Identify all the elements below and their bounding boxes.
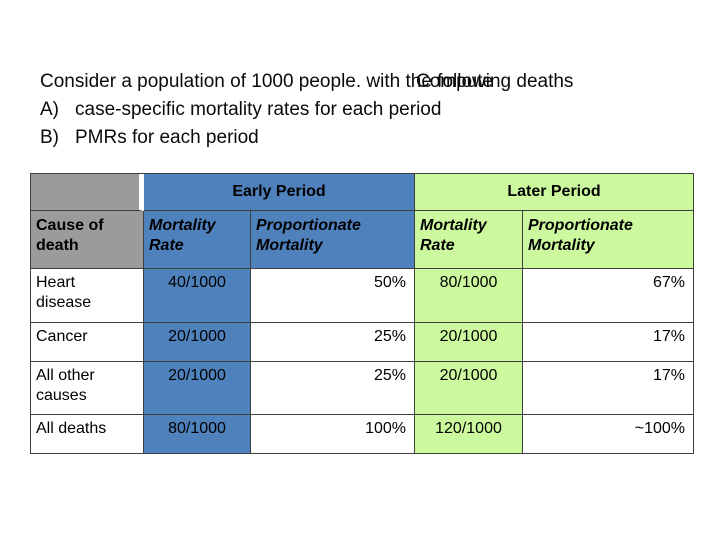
row-alldeaths-cause: All deaths (31, 415, 144, 454)
row-cancer-cause: Cancer (31, 323, 144, 362)
column-header-early-rate: Mortality Rate (144, 211, 251, 269)
row-cancer-early-pm: 25% (251, 323, 415, 362)
row-alldeaths-early-pm: 100% (251, 415, 415, 454)
list-item-b: B) PMRs for each period (40, 124, 680, 152)
title-block: Consider a population of 1000 people. wi… (40, 68, 680, 152)
table-corner-cell (31, 174, 144, 211)
list-marker-a: A) (40, 99, 59, 120)
row-heart-cause: Heart disease (31, 269, 144, 323)
column-header-cause: Cause of death (31, 211, 144, 269)
row-other-early-rate: 20/1000 (144, 362, 251, 415)
list-text-b: PMRs for each period (75, 127, 259, 148)
row-heart-early-pm: 50% (251, 269, 415, 323)
row-other-later-rate: 20/1000 (415, 362, 523, 415)
column-header-later-rate: Mortality Rate (415, 211, 523, 269)
row-cancer-early-rate: 20/1000 (144, 323, 251, 362)
row-alldeaths-early-rate: 80/1000 (144, 415, 251, 454)
list-text-a: case-specific mortality rates for each p… (75, 99, 442, 120)
list-item-a: A) case-specific mortality rates for eac… (40, 96, 680, 124)
row-cancer-later-pm: 17% (523, 323, 694, 362)
title-text: Consider a population of 1000 people. wi… (40, 71, 574, 92)
title-overlay-text: Compute (416, 71, 494, 92)
row-heart-later-rate: 80/1000 (415, 269, 523, 323)
row-heart-early-rate: 40/1000 (144, 269, 251, 323)
later-period-header: Later Period (415, 174, 694, 211)
row-cancer-later-rate: 20/1000 (415, 323, 523, 362)
row-heart-later-pm: 67% (523, 269, 694, 323)
row-alldeaths-later-rate: 120/1000 (415, 415, 523, 454)
column-header-later-prop: Proportionate Mortality (523, 211, 694, 269)
row-other-later-pm: 17% (523, 362, 694, 415)
list-marker-b: B) (40, 127, 59, 148)
column-header-early-prop: Proportionate Mortality (251, 211, 415, 269)
early-period-header: Early Period (144, 174, 415, 211)
title-line: Consider a population of 1000 people. wi… (40, 68, 680, 96)
row-other-early-pm: 25% (251, 362, 415, 415)
mortality-table: Early Period Later Period Cause of death… (30, 173, 694, 454)
row-alldeaths-later-pm: ~100% (523, 415, 694, 454)
row-other-cause: All other causes (31, 362, 144, 415)
